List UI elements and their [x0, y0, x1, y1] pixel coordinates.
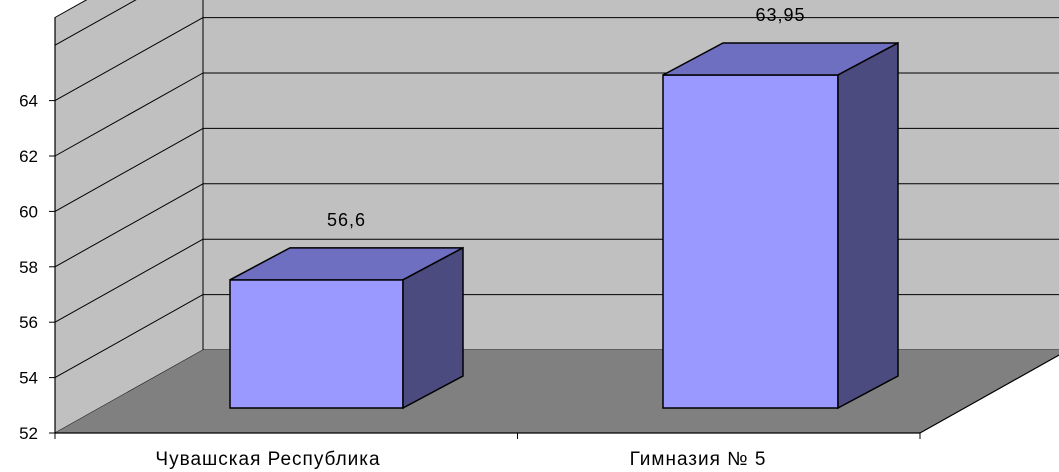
- y-tick-label: 58: [19, 258, 38, 277]
- bar-side-face: [402, 246, 464, 410]
- chart-walls: [54, 0, 1059, 434]
- category-label: Чувашская Республика: [155, 449, 380, 470]
- gridline-side: [54, 72, 204, 157]
- y-tick-label: 54: [19, 369, 38, 388]
- bars: [229, 41, 899, 410]
- data-label: 63,95: [755, 5, 805, 25]
- y-tick-label: 62: [19, 147, 38, 166]
- bar-front-face: [229, 279, 404, 409]
- category-label: Гимназия № 5: [630, 449, 767, 470]
- y-tick-label: 64: [19, 92, 38, 111]
- labels: 52 54 56 58 60 62 64 56,6 Чувашская Республика 63…: [19, 5, 805, 470]
- gridline-side: [54, 0, 137, 46]
- gridline-side: [54, 127, 204, 212]
- bar-2: [662, 41, 899, 410]
- gridline-side: [54, 183, 204, 268]
- floor: [55, 350, 1059, 433]
- data-label: 56,6: [327, 210, 366, 230]
- y-tick-label: 60: [19, 202, 38, 221]
- gridline-side: [54, 238, 204, 323]
- bar-1: [229, 246, 464, 410]
- gridline-side: [54, 294, 204, 379]
- gridline-side: [54, 17, 204, 102]
- bar-front-face: [662, 74, 839, 409]
- x-axis-depth-line: [919, 354, 1059, 434]
- bar-side-face: [837, 41, 899, 410]
- y-tick-label: 56: [19, 313, 38, 332]
- y-tick-label: 52: [19, 424, 38, 443]
- gridlines: [54, 0, 1059, 379]
- axes: [49, 17, 1059, 439]
